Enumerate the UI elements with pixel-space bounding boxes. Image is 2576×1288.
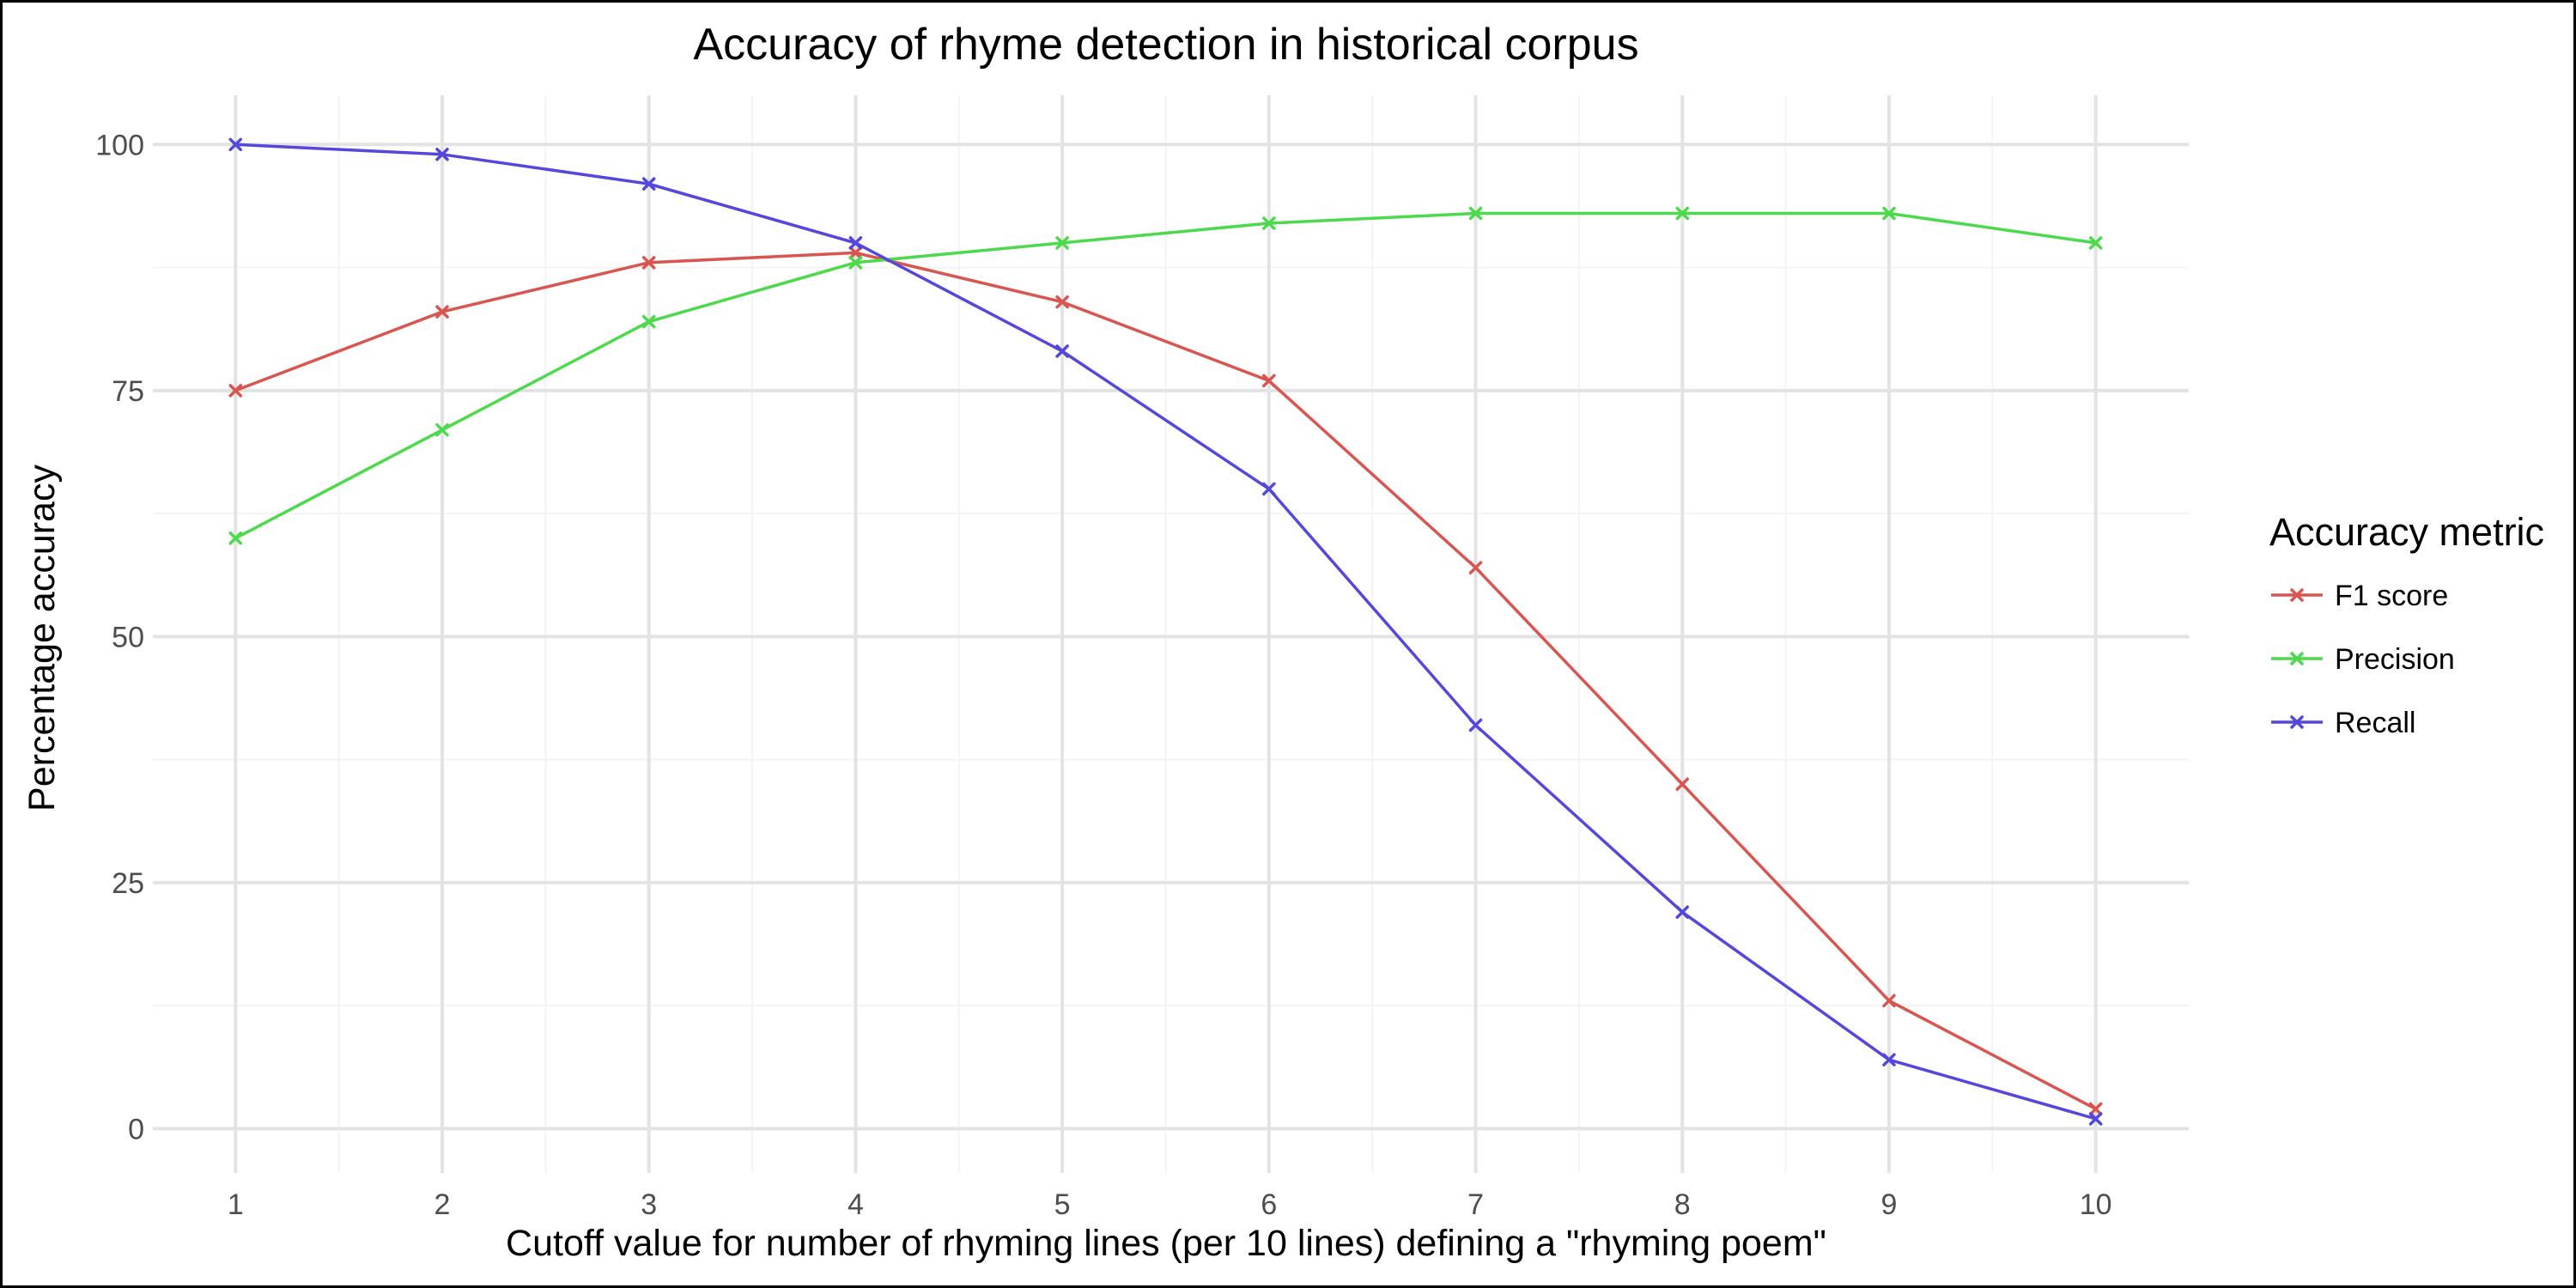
- data-point-recall: [848, 236, 863, 250]
- series-recall: [228, 137, 2103, 1126]
- x-tick-label: 5: [1054, 1188, 1071, 1221]
- data-point-recall: [1882, 1053, 1896, 1066]
- data-point-f1-score: [2088, 1102, 2103, 1116]
- data-point-recall: [1468, 718, 1483, 732]
- data-point-f1-score: [228, 384, 243, 398]
- chart-title: Accuracy of rhyme detection in historica…: [693, 20, 1638, 70]
- data-point-recall: [641, 177, 656, 191]
- data-point-precision: [1262, 216, 1276, 230]
- legend-title: Accuracy metric: [2269, 510, 2544, 554]
- legend-label: F1 score: [2335, 580, 2448, 612]
- y-tick-label: 100: [95, 129, 144, 161]
- data-point-f1-score: [1468, 561, 1483, 574]
- data-point-recall: [1262, 482, 1276, 496]
- y-tick-label: 0: [128, 1113, 144, 1145]
- x-tick-label: 6: [1261, 1188, 1277, 1221]
- y-axis-title: Percentage accuracy: [21, 465, 63, 811]
- data-point-precision: [848, 256, 863, 270]
- data-point-f1-score: [1262, 374, 1276, 388]
- data-point-precision: [1675, 206, 1690, 221]
- legend: Accuracy metric F1 score Precision Recall: [2269, 510, 2544, 739]
- y-tick-label: 75: [112, 375, 144, 408]
- data-point-precision: [435, 422, 449, 437]
- data-point-precision: [2088, 236, 2103, 250]
- legend-key-marker: [2290, 588, 2304, 602]
- series-line-f1-score: [234, 251, 2097, 1111]
- series-precision: [228, 206, 2103, 545]
- legend-key-marker: [2290, 715, 2304, 729]
- x-tick-label: 10: [2080, 1188, 2112, 1221]
- data-point-recall: [2088, 1112, 2103, 1126]
- series-f1-score: [228, 246, 2103, 1116]
- data-point-precision: [1468, 206, 1483, 221]
- data-point-precision: [641, 314, 656, 329]
- legend-label: Recall: [2335, 707, 2415, 739]
- data-point-precision: [1055, 236, 1069, 250]
- data-point-recall: [228, 137, 243, 152]
- legend-item-recall: Recall: [2271, 707, 2415, 739]
- data-point-precision: [228, 532, 243, 545]
- data-point-recall: [1675, 905, 1690, 920]
- series-layer: [228, 137, 2103, 1126]
- gridlines: [153, 95, 2189, 1173]
- legend-item-precision: Precision: [2271, 643, 2455, 676]
- data-point-precision: [1882, 206, 1896, 221]
- legend-item-f1-score: F1 score: [2271, 580, 2448, 612]
- data-point-recall: [1055, 344, 1069, 358]
- x-tick-label: 3: [641, 1188, 657, 1221]
- legend-items: F1 score Precision Recall: [2271, 580, 2455, 739]
- data-point-f1-score: [1055, 295, 1069, 309]
- legend-label: Precision: [2335, 643, 2455, 676]
- x-tick-label: 9: [1881, 1188, 1898, 1221]
- y-tick-label: 50: [112, 621, 144, 653]
- data-point-f1-score: [1675, 777, 1690, 792]
- x-axis-title: Cutoff value for number of rhyming lines…: [506, 1223, 1826, 1264]
- series-line-recall: [235, 143, 2097, 1121]
- data-point-recall: [435, 148, 449, 161]
- data-point-f1-score: [641, 256, 656, 270]
- x-tick-label: 8: [1674, 1188, 1691, 1221]
- x-tick-label: 4: [848, 1188, 864, 1221]
- y-tick-label: 25: [112, 867, 144, 900]
- x-tick-label: 2: [434, 1188, 451, 1221]
- data-point-f1-score: [435, 305, 449, 319]
- legend-key-marker: [2290, 652, 2304, 665]
- series-line-precision: [234, 211, 2096, 540]
- x-tick-label: 7: [1467, 1188, 1484, 1221]
- x-tick-label: 1: [228, 1188, 244, 1221]
- data-point-f1-score: [1882, 993, 1896, 1008]
- data-point-f1-score: [848, 246, 863, 260]
